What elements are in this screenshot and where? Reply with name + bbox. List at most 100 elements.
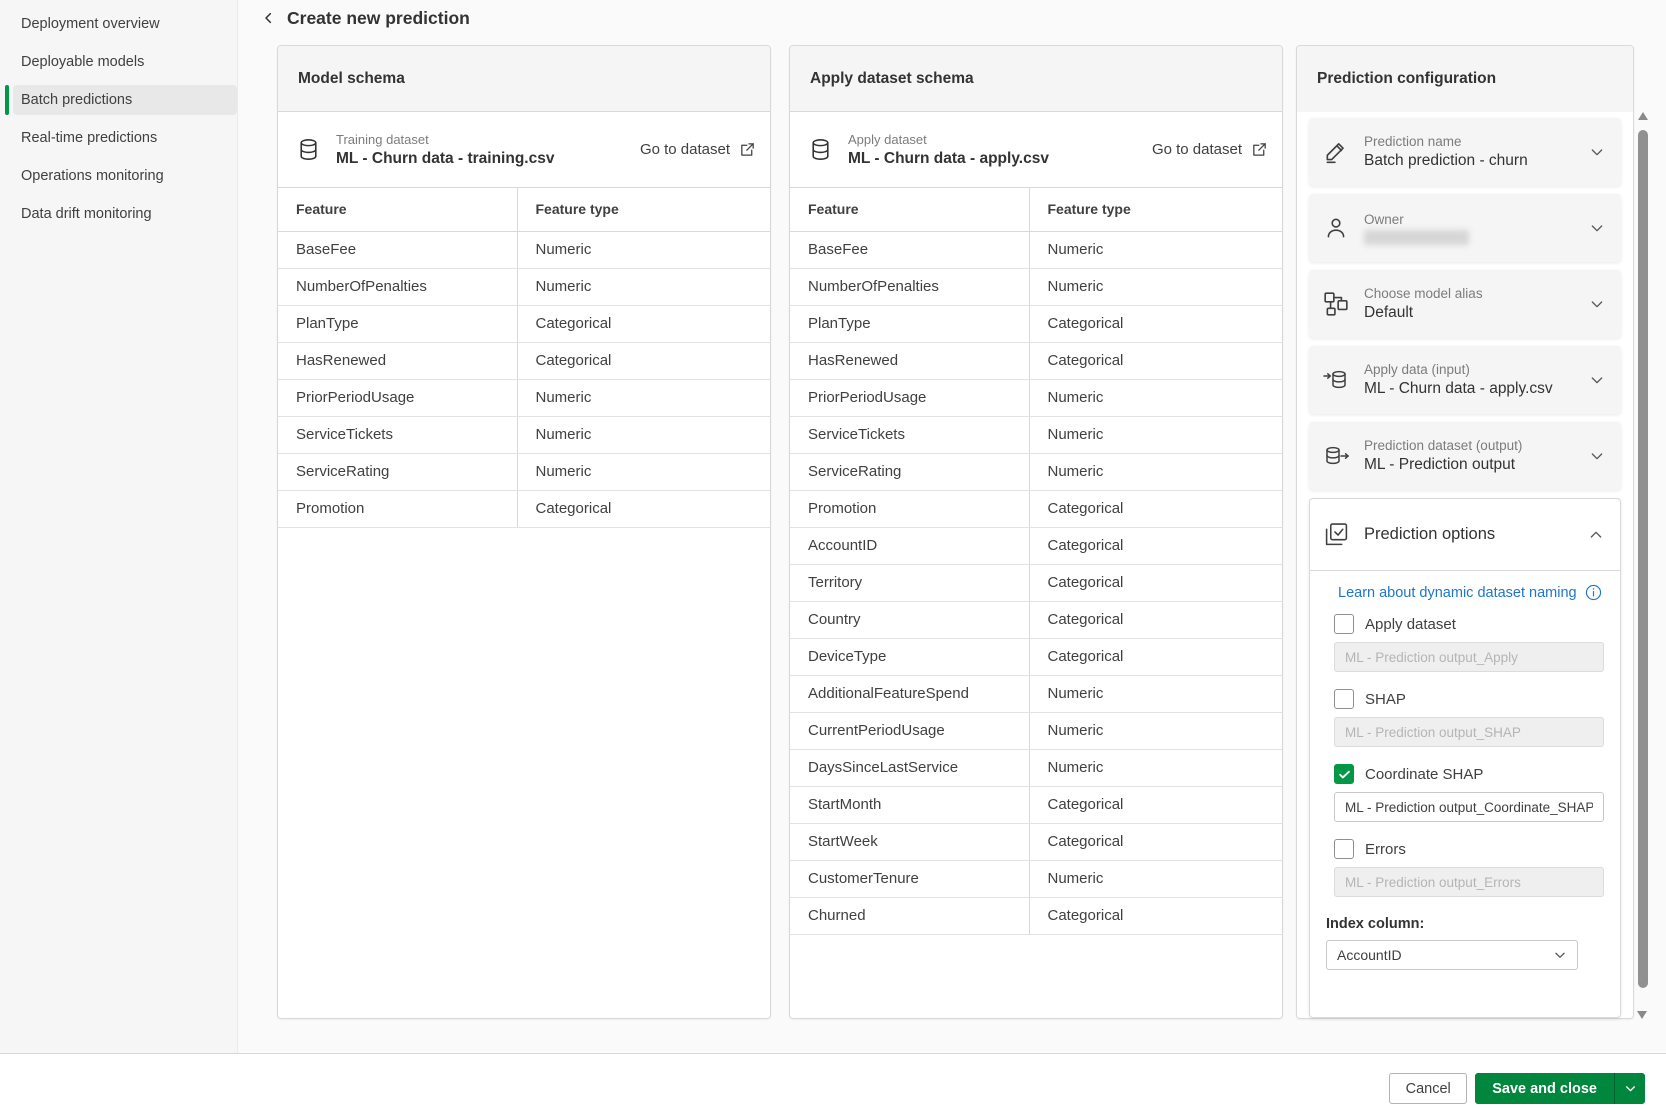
- prediction-configuration-title: Prediction configuration: [1297, 46, 1633, 112]
- save-and-close-button[interactable]: Save and close: [1475, 1073, 1645, 1104]
- coordinate-shap-name-input[interactable]: [1334, 792, 1604, 822]
- table-cell: Numeric: [517, 231, 770, 269]
- errors-checkbox[interactable]: [1334, 839, 1354, 859]
- table-cell: BaseFee: [790, 231, 1030, 269]
- table-row: DaysSinceLastService Numeric: [790, 749, 1282, 787]
- table-row: StartWeek Categorical: [790, 823, 1282, 861]
- table-cell: Categorical: [1029, 305, 1282, 343]
- sidebar-item-label: Deployable models: [21, 54, 145, 70]
- card-value: ML - Churn data - apply.csv: [1364, 380, 1553, 397]
- sidebar-item-label: Operations monitoring: [21, 168, 164, 184]
- table-cell: StartMonth: [790, 786, 1030, 824]
- table-cell: Numeric: [1029, 749, 1282, 787]
- table-cell: ServiceRating: [790, 453, 1030, 491]
- sidebar-item-deployment-overview[interactable]: Deployment overview: [0, 9, 237, 39]
- vertical-scrollbar[interactable]: [1636, 112, 1649, 1019]
- table-row: PriorPeriodUsage Numeric: [790, 379, 1282, 417]
- table-cell: PriorPeriodUsage: [278, 379, 518, 417]
- card-label: Apply data (input): [1364, 362, 1470, 377]
- save-options-dropdown[interactable]: [1614, 1073, 1645, 1104]
- card-label: Choose model alias: [1364, 286, 1483, 301]
- scroll-down-arrow[interactable]: [1637, 1011, 1647, 1019]
- owner-card[interactable]: Owner: [1309, 194, 1621, 262]
- external-link-icon: [739, 141, 756, 158]
- go-to-dataset-link[interactable]: Go to dataset: [1152, 141, 1268, 158]
- dataset-name: ML - Churn data - apply.csv: [848, 149, 1049, 167]
- back-button[interactable]: [261, 10, 276, 26]
- table-cell: CustomerTenure: [790, 860, 1030, 898]
- table-cell: AdditionalFeatureSpend: [790, 675, 1030, 713]
- table-cell: Categorical: [517, 490, 770, 528]
- scrollbar-thumb[interactable]: [1637, 130, 1648, 988]
- sidebar-item-real-time-predictions[interactable]: Real-time predictions: [0, 123, 237, 153]
- apply-dataset-name-input: [1334, 642, 1604, 672]
- chevron-down-icon: [1624, 1082, 1637, 1095]
- sidebar-item-batch-predictions[interactable]: Batch predictions: [5, 85, 237, 115]
- apply-data-input-card[interactable]: Apply data (input) ML - Churn data - app…: [1309, 346, 1621, 414]
- card-value: Batch prediction - churn: [1364, 152, 1528, 169]
- table-row: BaseFee Numeric: [790, 231, 1282, 269]
- table-cell: DeviceType: [790, 638, 1030, 676]
- go-to-dataset-label: Go to dataset: [1151, 141, 1242, 158]
- table-cell: Numeric: [517, 453, 770, 491]
- sidebar-item-operations-monitoring[interactable]: Operations monitoring: [0, 161, 237, 191]
- shap-checkbox[interactable]: [1334, 689, 1354, 709]
- table-cell: Numeric: [1029, 268, 1282, 306]
- table-row: CurrentPeriodUsage Numeric: [790, 712, 1282, 750]
- prediction-options-header[interactable]: Prediction options: [1310, 499, 1620, 571]
- chevron-down-icon: [1589, 448, 1605, 464]
- table-header-row: Feature Feature type: [278, 188, 770, 232]
- table-cell: Numeric: [517, 416, 770, 454]
- table-cell: Categorical: [1029, 564, 1282, 602]
- prediction-configuration-body: Prediction name Batch prediction - churn…: [1297, 112, 1633, 1018]
- table-cell: Categorical: [517, 342, 770, 380]
- table-cell: Categorical: [1029, 897, 1282, 935]
- table-header-row: Feature Feature type: [790, 188, 1282, 232]
- prediction-name-card[interactable]: Prediction name Batch prediction - churn: [1309, 118, 1621, 186]
- info-icon[interactable]: [1585, 584, 1602, 601]
- prediction-options-title: Prediction options: [1364, 525, 1496, 543]
- scroll-up-arrow[interactable]: [1637, 112, 1648, 120]
- go-to-dataset-link[interactable]: Go to dataset: [640, 141, 756, 158]
- apply-dataset-row: Apply dataset ML - Churn data - apply.cs…: [790, 112, 1282, 188]
- database-icon: [296, 137, 321, 162]
- coordinate-shap-checkbox-label: Coordinate SHAP: [1365, 765, 1484, 783]
- prediction-options-card: Prediction options Learn about dynamic d…: [1309, 498, 1621, 1018]
- prediction-output-card[interactable]: Prediction dataset (output) ML - Predict…: [1309, 422, 1621, 490]
- table-row: ServiceTickets Numeric: [278, 416, 770, 454]
- table-cell: Churned: [790, 897, 1030, 935]
- table-row: Promotion Categorical: [278, 490, 770, 528]
- table-row: ServiceTickets Numeric: [790, 416, 1282, 454]
- sidebar-item-label: Deployment overview: [21, 16, 160, 32]
- table-row: HasRenewed Categorical: [278, 342, 770, 380]
- owner-redacted-value: [1364, 229, 1469, 245]
- cancel-button[interactable]: Cancel: [1389, 1073, 1468, 1104]
- table-cell: Territory: [790, 564, 1030, 602]
- table-cell: Categorical: [1029, 786, 1282, 824]
- dataset-label: Apply dataset: [848, 131, 927, 147]
- table-cell: StartWeek: [790, 823, 1030, 861]
- apply-dataset-checkbox[interactable]: [1334, 614, 1354, 634]
- index-column-value: AccountID: [1337, 947, 1402, 963]
- table-cell: Numeric: [1029, 416, 1282, 454]
- card-label: Prediction name: [1364, 134, 1462, 149]
- table-row: AdditionalFeatureSpend Numeric: [790, 675, 1282, 713]
- external-link-icon: [1251, 141, 1268, 158]
- table-row: StartMonth Categorical: [790, 786, 1282, 824]
- index-column-select[interactable]: AccountID: [1326, 940, 1578, 970]
- table-row: ServiceRating Numeric: [278, 453, 770, 491]
- sidebar-item-label: Batch predictions: [21, 92, 133, 108]
- coordinate-shap-checkbox[interactable]: [1334, 764, 1354, 784]
- dynamic-naming-link[interactable]: Learn about dynamic dataset naming: [1338, 584, 1577, 601]
- table-row: Churned Categorical: [790, 897, 1282, 935]
- table-row: PriorPeriodUsage Numeric: [278, 379, 770, 417]
- sidebar-item-deployable-models[interactable]: Deployable models: [0, 47, 237, 77]
- chevron-up-icon: [1588, 527, 1604, 543]
- sidebar-item-data-drift-monitoring[interactable]: Data drift monitoring: [0, 199, 237, 229]
- card-label: Owner: [1364, 211, 1404, 227]
- table-row: Country Categorical: [790, 601, 1282, 639]
- model-alias-card[interactable]: Choose model alias Default: [1309, 270, 1621, 338]
- table-cell: Numeric: [1029, 860, 1282, 898]
- person-icon: [1323, 215, 1349, 241]
- pencil-icon: [1323, 139, 1349, 165]
